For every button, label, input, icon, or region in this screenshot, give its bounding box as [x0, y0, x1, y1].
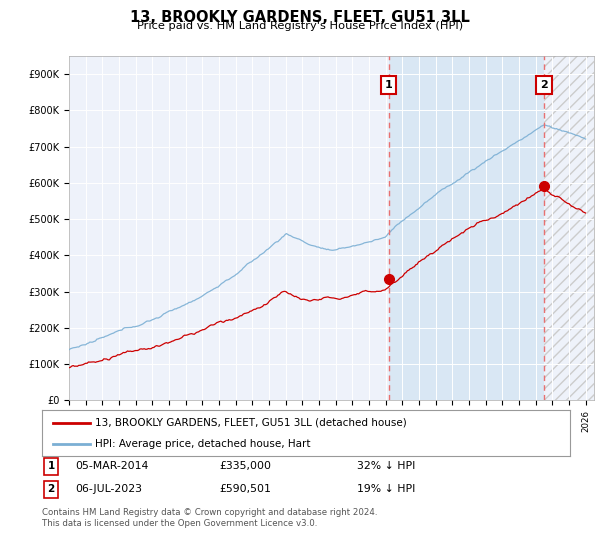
Text: 06-JUL-2023: 06-JUL-2023 — [75, 484, 142, 494]
Bar — [389, 56, 544, 400]
Bar — [544, 56, 594, 400]
Text: 1: 1 — [385, 80, 392, 90]
Text: 19% ↓ HPI: 19% ↓ HPI — [357, 484, 415, 494]
Text: Price paid vs. HM Land Registry's House Price Index (HPI): Price paid vs. HM Land Registry's House … — [137, 21, 463, 31]
Text: 13, BROOKLY GARDENS, FLEET, GU51 3LL (detached house): 13, BROOKLY GARDENS, FLEET, GU51 3LL (de… — [95, 418, 407, 428]
Text: 2: 2 — [47, 484, 55, 494]
Text: 32% ↓ HPI: 32% ↓ HPI — [357, 461, 415, 472]
Text: Contains HM Land Registry data © Crown copyright and database right 2024.
This d: Contains HM Land Registry data © Crown c… — [42, 508, 377, 528]
Bar — [544, 56, 594, 400]
Text: 05-MAR-2014: 05-MAR-2014 — [75, 461, 148, 472]
Text: HPI: Average price, detached house, Hart: HPI: Average price, detached house, Hart — [95, 439, 310, 449]
Text: 13, BROOKLY GARDENS, FLEET, GU51 3LL: 13, BROOKLY GARDENS, FLEET, GU51 3LL — [130, 10, 470, 25]
Text: £335,000: £335,000 — [219, 461, 271, 472]
Text: 2: 2 — [540, 80, 548, 90]
Text: £590,501: £590,501 — [219, 484, 271, 494]
Text: 1: 1 — [47, 461, 55, 472]
